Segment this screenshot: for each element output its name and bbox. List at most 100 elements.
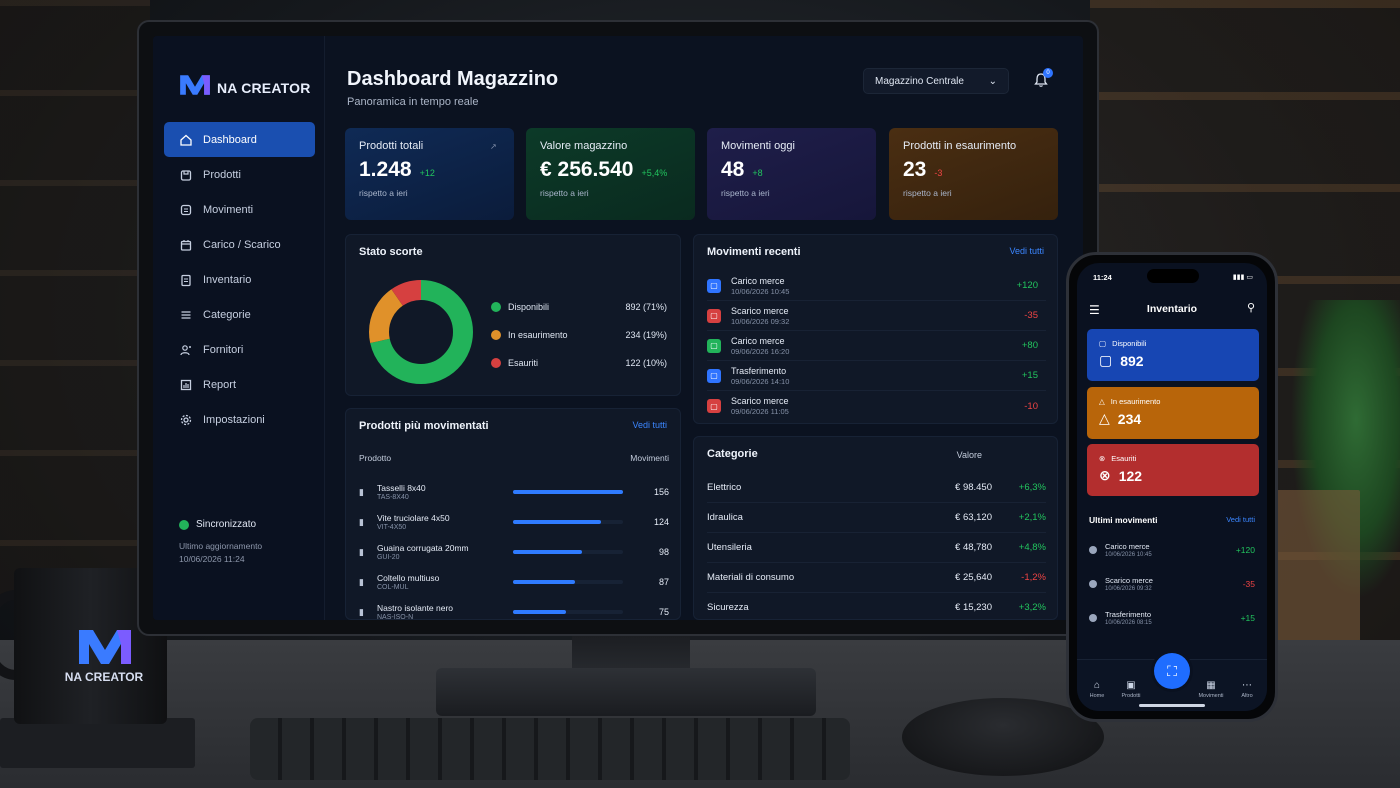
legend-value: 122 (10%): [625, 358, 667, 368]
movement-row[interactable]: ▢ Carico merce 10/06/2026 10:45 +120: [707, 271, 1046, 301]
card-label: Disponibili: [1112, 339, 1147, 348]
category-row[interactable]: Utensileria € 48,780 +4,8%: [707, 533, 1046, 563]
movement-text: Trasferimento 10/06/2026 08:15: [1105, 610, 1241, 626]
movement-date: 10/06/2026 10:45: [1105, 552, 1152, 558]
movement-date: 10/06/2026 10:45: [731, 286, 790, 296]
monitor: NA CREATOR Dashboard Prodotti Movimenti Car…: [137, 20, 1099, 636]
scan-button[interactable]: ⛶: [1154, 653, 1190, 689]
phone-card-in-esaurimento[interactable]: △ In esaurimento △ 234: [1087, 387, 1259, 439]
phone-card-disponibili[interactable]: ▢ Disponibili ▢ 892: [1087, 329, 1259, 381]
donut-slice-esauriti[interactable]: [369, 280, 473, 384]
search-icon[interactable]: ⚲: [1246, 302, 1255, 314]
hamburger-menu-icon[interactable]: ☰: [1089, 303, 1100, 317]
phone-card-esauriti[interactable]: ⊗ Esauriti ⊗ 122: [1087, 444, 1259, 496]
category-row[interactable]: Elettrico € 98.450 +6,3%: [707, 473, 1046, 503]
nav-label: Home: [1089, 693, 1105, 699]
card-value: 122: [1118, 467, 1143, 484]
sidebar-item-label: Categorie: [203, 308, 251, 321]
sidebar-item-carico-scarico[interactable]: Carico / Scarico: [164, 227, 315, 262]
chart-icon: [179, 378, 193, 392]
movement-row[interactable]: ▢ Scarico merce 10/06/2026 09:32 -35: [707, 301, 1046, 331]
product-text: Nastro isolante nero NAS-ISO-N: [377, 603, 514, 620]
sidebar-item-label: Report: [203, 378, 237, 391]
legend-dot: [491, 302, 501, 312]
category-row[interactable]: Idraulica € 63,120 +2,1%: [707, 503, 1046, 533]
phone-nav-altro[interactable]: ⋯ Altro: [1229, 680, 1265, 699]
product-moves: 124: [653, 517, 669, 527]
movement-row[interactable]: ▢ Carico merce 09/06/2026 16:20 +80: [707, 331, 1046, 361]
smartphone: 11:24 ▮▮▮ ▭ ☰ Inventario ⚲ ▢ Disponibili …: [1066, 252, 1278, 722]
donut-slice-in-esaurimento[interactable]: [369, 280, 473, 384]
brand-logo-icon: [179, 74, 211, 101]
movement-type-icon: ▢: [707, 399, 721, 413]
brand[interactable]: NA CREATOR: [179, 74, 311, 101]
movement-qty: -10: [1024, 400, 1038, 412]
phone-movement-row[interactable]: Scarico merce 10/06/2026 09:32 -35: [1089, 567, 1255, 601]
column-header-moves[interactable]: Movimenti: [630, 453, 669, 463]
kpi-card-valore-magazzino[interactable]: Valore magazzino € 256.540 +5,4% rispett…: [526, 128, 695, 220]
sidebar-item-dashboard[interactable]: Dashboard: [164, 122, 315, 157]
movement-type-icon: ▢: [707, 308, 721, 323]
phone-nav-prodotti[interactable]: ▣ Prodotti: [1113, 680, 1149, 699]
kpi-card-prodotti-esaurimento[interactable]: Prodotti in esaurimento 23 -3 rispetto a…: [889, 128, 1058, 220]
movement-name: Trasferimento: [731, 365, 787, 376]
product-row[interactable]: ▮ Tasselli 8x40 TAS-8X40 156: [359, 477, 669, 507]
box-icon: [179, 168, 193, 182]
nav-label: Movimenti: [1198, 693, 1224, 699]
panel-title: Stato scorte: [359, 246, 423, 258]
phone-screen: 11:24 ▮▮▮ ▭ ☰ Inventario ⚲ ▢ Disponibili …: [1077, 263, 1267, 711]
product-name: Nastro isolante nero: [376, 603, 454, 613]
sidebar-item-fornitori[interactable]: Fornitori: [164, 332, 315, 367]
stock-legend: Disponibili 892 (71%) In esaurimento 234 (1…: [491, 293, 667, 377]
kpi-value: 23: [903, 158, 927, 181]
category-row[interactable]: Sicurezza € 15,230 +3,2%: [707, 593, 1046, 620]
product-bar: [513, 550, 583, 554]
sidebar: NA CREATOR Dashboard Prodotti Movimenti Car…: [153, 36, 325, 620]
kpi-card-prodotti-totali[interactable]: Prodotti totali 1.248 +12 rispetto a ier…: [345, 128, 514, 220]
movement-text: Carico merce 09/06/2026 16:20: [731, 336, 1022, 356]
kpi-card-movimenti-oggi[interactable]: Movimenti oggi 48 +8 rispetto a ieri: [707, 128, 876, 220]
movement-row[interactable]: ▢ Scarico merce 09/06/2026 11:05 -10: [707, 391, 1046, 421]
movement-qty: +120: [1016, 280, 1038, 291]
product-bar: [513, 610, 567, 614]
phone-title: Inventario: [1146, 303, 1198, 315]
column-header-product[interactable]: Prodotto: [359, 453, 392, 463]
sidebar-item-inventario[interactable]: Inventario: [164, 262, 315, 297]
phone-nav-movimenti[interactable]: ▦ Movimenti: [1193, 680, 1229, 699]
stock-donut-chart: [369, 280, 473, 384]
kpi-sub: rispetto a ieri: [540, 188, 589, 198]
sidebar-item-report[interactable]: Report: [164, 367, 315, 402]
phone-movement-row[interactable]: Carico merce 10/06/2026 10:45 +120: [1089, 533, 1255, 567]
vedi-tutti-link[interactable]: Vedi tutti: [1009, 246, 1044, 256]
product-row[interactable]: ▮ Guaina corrugata 20mm GUI-20 98: [359, 537, 669, 567]
movement-type-icon: ▢: [707, 278, 721, 293]
sidebar-item-movimenti[interactable]: Movimenti: [164, 192, 315, 227]
product-row[interactable]: ▮ Nastro isolante nero NAS-ISO-N 75: [359, 597, 669, 620]
phone-vedi-tutti-link[interactable]: Vedi tutti: [1226, 515, 1255, 524]
legend-dot: [491, 358, 501, 368]
movement-text: Scarico merce 10/06/2026 09:32: [1105, 576, 1243, 592]
product-row[interactable]: ▮ Vite truciolare 4x50 VIT-4X50 124: [359, 507, 669, 537]
warehouse-select[interactable]: Magazzino Centrale ⌄: [863, 68, 1009, 94]
category-delta: -1,2%: [1021, 572, 1046, 583]
expand-icon: ↗: [490, 142, 497, 151]
product-row[interactable]: ▮ Coltello multiuso COL-MUL 87: [359, 567, 669, 597]
product-bar-track: [513, 490, 624, 494]
movimenti-recenti-panel: Movimenti recenti Vedi tutti ▢ Carico mer…: [693, 234, 1058, 424]
product-bar-track: [513, 550, 624, 554]
phone-nav-home[interactable]: ⌂ Home: [1079, 680, 1115, 699]
movement-dot-icon: [1089, 546, 1097, 554]
kpi-sub: rispetto a ieri: [721, 188, 770, 198]
sidebar-item-impostazioni[interactable]: Impostazioni: [164, 402, 315, 437]
x-circle-outline-icon: ⊗: [1099, 467, 1111, 483]
phone-movement-row[interactable]: Trasferimento 10/06/2026 08:15 +15: [1089, 601, 1255, 635]
product-name: Guaina corrugata 20mm: [376, 543, 469, 553]
sidebar-item-categorie[interactable]: Categorie: [164, 297, 315, 332]
vedi-tutti-link[interactable]: Vedi tutti: [632, 420, 667, 430]
sidebar-item-prodotti[interactable]: Prodotti: [164, 157, 315, 192]
category-row[interactable]: Materiali di consumo € 25,640 -1,2%: [707, 563, 1046, 593]
movement-row[interactable]: ▢ Trasferimento 09/06/2026 14:10 +15: [707, 361, 1046, 391]
nav-label: Prodotti: [1121, 693, 1141, 699]
kpi-delta: +5,4%: [641, 168, 668, 178]
category-value: € 98.450: [955, 482, 992, 493]
